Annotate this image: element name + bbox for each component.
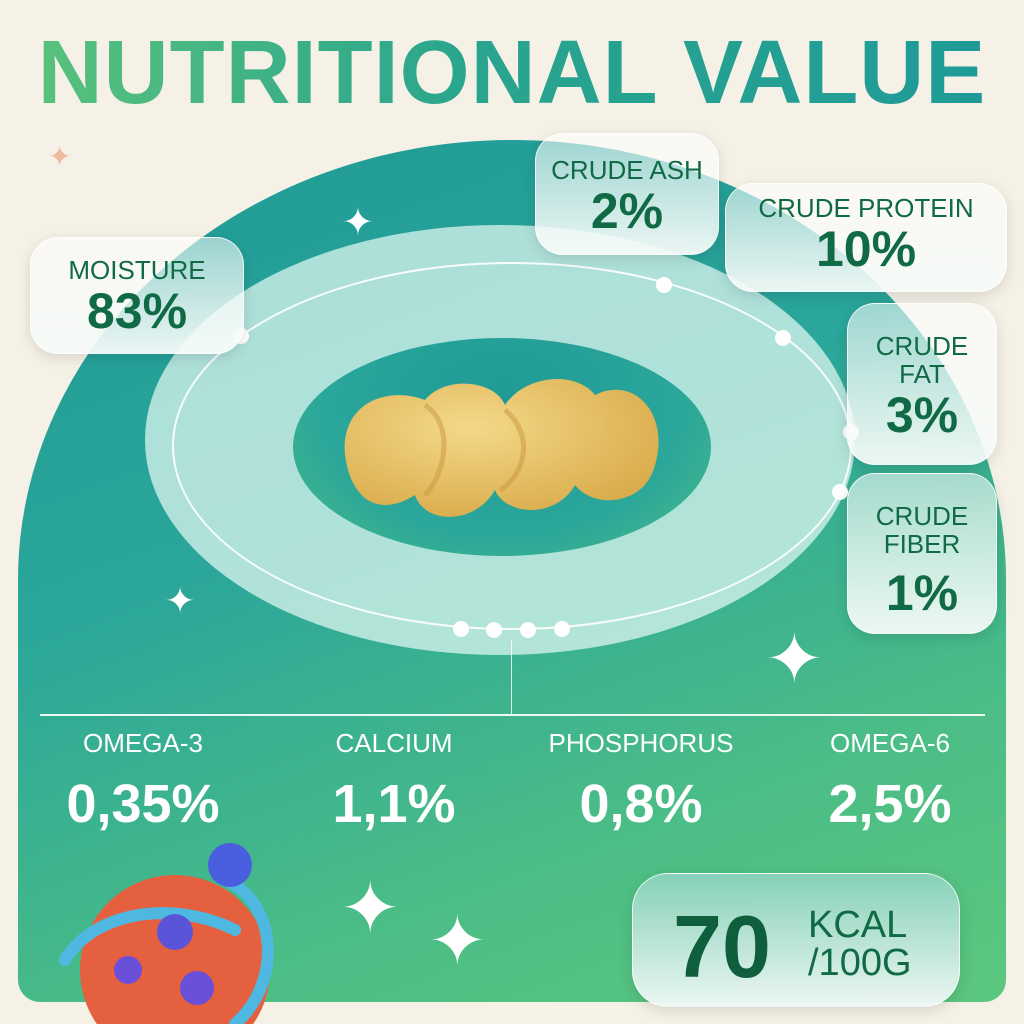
sparkle-icon: ✦ [765,620,824,698]
marker-dot [520,622,536,638]
marker-dot [486,622,502,638]
moisture-card: MOISTURE 83% [30,237,244,354]
sparkle-icon: ✦ [342,202,374,244]
energy-card: 70 KCAL /100G [632,873,960,1007]
calcium-stat: CALCIUM 1,1% [274,728,514,835]
crude-fat-card: CRUDE FAT 3% [847,303,997,465]
crude-ash-label: CRUDE ASH [551,155,703,185]
crude-fat-value: 3% [885,387,959,443]
sparkle-icon: ✦ [428,902,487,980]
energy-unit: KCAL /100G [808,906,912,982]
omega-6-value: 2,5% [828,774,952,834]
marker-dot [453,621,469,637]
crude-fat-label: CRUDE FAT [875,331,969,389]
omega-3-value: 0,35% [66,774,220,834]
crude-fiber-value: 1% [885,565,959,621]
marker-dot [656,277,672,293]
crude-fiber-card: CRUDE FIBER 1% [847,473,997,634]
crude-protein-label: CRUDE PROTEIN [758,193,974,223]
connector-line [511,640,512,715]
phosphorus-stat: PHOSPHORUS 0,8% [521,728,761,835]
energy-unit-line2: /100G [808,942,912,984]
crude-protein-value: 10% [815,221,917,277]
marker-dot [554,621,570,637]
omega-6-stat: OMEGA-6 2,5% [770,728,1010,835]
crude-protein-card: CRUDE PROTEIN 10% [725,183,1007,292]
food-nugget-image [344,378,659,517]
calcium-label: CALCIUM [335,728,453,758]
moisture-value: 83% [86,283,188,339]
phosphorus-value: 0,8% [579,774,703,834]
omega-6-label: OMEGA-6 [830,728,950,758]
moisture-label: MOISTURE [68,255,206,285]
divider [40,714,985,716]
phosphorus-label: PHOSPHORUS [548,728,734,758]
omega-3-stat: OMEGA-3 0,35% [23,728,263,835]
crude-fiber-label: CRUDE FIBER [875,501,969,559]
marker-dot [832,484,848,500]
molecule-icon [59,843,274,1024]
crude-ash-card: CRUDE ASH 2% [535,133,719,255]
energy-value: 70 [673,897,771,996]
sparkle-icon: ✦ [48,141,72,172]
calcium-value: 1,1% [332,774,456,834]
marker-dot [775,330,791,346]
omega-3-label: OMEGA-3 [83,728,203,758]
energy-unit-line1: KCAL [808,904,908,946]
crude-ash-value: 2% [590,183,664,239]
sparkle-icon: ✦ [165,580,196,621]
page-title: NUTRITIONAL VALUE [0,22,1024,125]
sparkle-icon: ✦ [340,869,401,949]
